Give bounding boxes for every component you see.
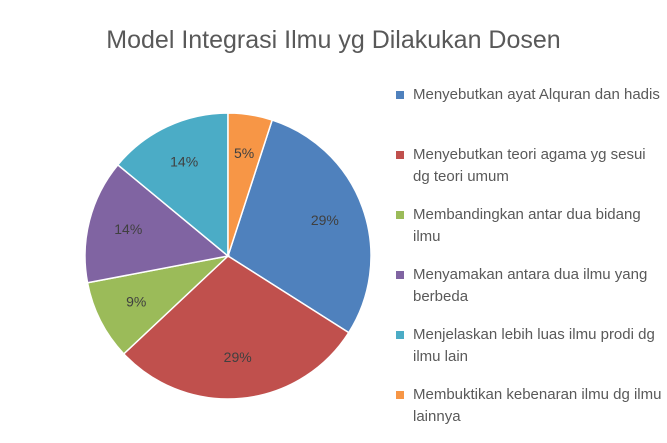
legend-label: Menjelaskan lebih luas ilmu prodi dg ilm… — [413, 326, 655, 365]
legend-entry: Membandingkan antar dua bidang ilmu — [396, 204, 664, 248]
legend-swatch — [396, 151, 404, 159]
legend-label: Membandingkan antar dua bidang ilmu — [413, 206, 641, 245]
legend-entry: Menjelaskan lebih luas ilmu prodi dg ilm… — [396, 324, 664, 368]
legend-swatch — [396, 391, 404, 399]
legend-swatch — [396, 271, 404, 279]
legend-entry: Menyamakan antara dua ilmu yang berbeda — [396, 264, 664, 308]
pie-slice — [86, 254, 231, 355]
pie-slice — [227, 112, 274, 257]
legend-label: Menyebutkan teori agama yg sesui dg teor… — [413, 146, 646, 185]
data-label: 29% — [224, 349, 252, 365]
data-label: 29% — [311, 212, 339, 228]
legend-swatch — [396, 331, 404, 339]
data-label: 9% — [126, 293, 146, 309]
data-label: 5% — [234, 145, 254, 161]
legend-entry: Menyebutkan ayat Alquran dan hadis — [396, 84, 664, 106]
legend-label: Membuktikan kebenaran ilmu dg ilmu lainn… — [413, 386, 662, 425]
legend-entry: Menyebutkan teori agama yg sesui dg teor… — [396, 144, 664, 188]
data-label: 14% — [170, 154, 198, 170]
data-label: 14% — [114, 221, 142, 237]
legend-entry: Membuktikan kebenaran ilmu dg ilmu lainn… — [396, 384, 664, 428]
pie-slice — [227, 119, 372, 334]
legend-label: Menyamakan antara dua ilmu yang berbeda — [413, 266, 648, 305]
legend-label: Menyebutkan ayat Alquran dan hadis — [413, 86, 660, 103]
legend-swatch — [396, 211, 404, 219]
pie-slice — [84, 163, 230, 284]
pie-slice — [116, 112, 229, 258]
chart-title: Model Integrasi Ilmu yg Dilakukan Dosen — [106, 26, 561, 54]
legend-swatch — [396, 91, 404, 99]
pie-slice — [122, 255, 350, 400]
